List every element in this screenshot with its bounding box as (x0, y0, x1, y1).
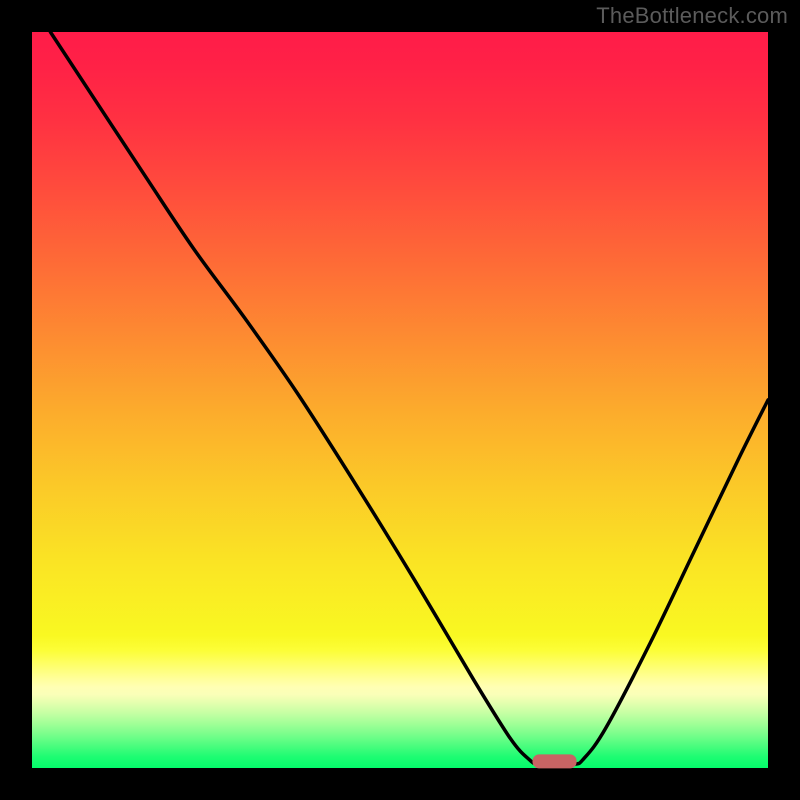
bottleneck-chart (0, 0, 800, 800)
current-config-marker (532, 754, 576, 768)
plot-background (32, 32, 768, 768)
watermark-text: TheBottleneck.com (596, 3, 788, 29)
